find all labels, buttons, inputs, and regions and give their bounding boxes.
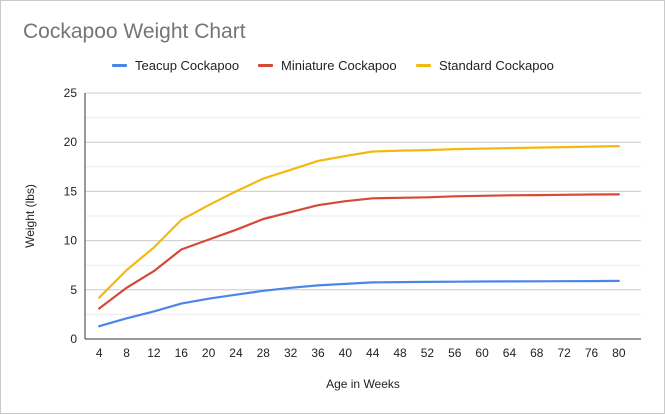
legend-label-standard: Standard Cockapoo	[439, 58, 554, 73]
legend-item-miniature[interactable]: Miniature Cockapoo	[258, 58, 397, 73]
legend-swatch-standard	[416, 64, 431, 67]
x-tick-label: 8	[123, 346, 130, 360]
x-tick-label: 76	[585, 346, 599, 360]
y-tick-label: 10	[64, 234, 78, 248]
gridlines	[85, 92, 641, 315]
chart-title: Cockapoo Weight Chart	[23, 20, 246, 43]
legend-item-standard[interactable]: Standard Cockapoo	[416, 58, 554, 73]
x-tick-label: 56	[448, 346, 462, 360]
x-tick-label: 36	[311, 346, 325, 360]
legend-label-teacup: Teacup Cockapoo	[135, 58, 240, 73]
x-tick-label: 48	[393, 346, 407, 360]
chart-legend: Teacup Cockapoo Miniature Cockapoo Stand…	[1, 58, 664, 78]
y-axis-ticks: 0 5 10 15 20 25	[64, 86, 78, 346]
x-tick-label: 64	[503, 346, 517, 360]
x-tick-label: 28	[257, 346, 271, 360]
series-lines	[98, 145, 620, 328]
y-axis-title: Weight (lbs)	[23, 184, 37, 248]
x-axis-title: Age in Weeks	[326, 377, 400, 391]
y-tick-label: 5	[70, 283, 77, 297]
y-tick-label: 0	[70, 332, 77, 346]
x-tick-label: 60	[475, 346, 489, 360]
series-line-teacup[interactable]	[98, 279, 620, 328]
x-tick-label: 80	[612, 346, 626, 360]
x-tick-label: 68	[530, 346, 544, 360]
x-tick-label: 4	[96, 346, 103, 360]
legend-swatch-teacup	[112, 64, 127, 67]
x-tick-label: 12	[147, 346, 161, 360]
y-tick-label: 20	[64, 135, 78, 149]
legend-swatch-miniature	[258, 64, 273, 67]
x-tick-label: 72	[557, 346, 571, 360]
x-tick-label: 32	[284, 346, 298, 360]
x-tick-label: 44	[366, 346, 380, 360]
x-tick-label: 40	[339, 346, 353, 360]
y-tick-label: 25	[64, 86, 78, 100]
legend-item-teacup[interactable]: Teacup Cockapoo	[112, 58, 239, 73]
series-line-miniature[interactable]	[98, 193, 620, 310]
x-tick-label: 20	[202, 346, 216, 360]
series-line-standard[interactable]	[98, 145, 620, 299]
y-tick-label: 15	[64, 184, 78, 198]
x-tick-label: 24	[229, 346, 243, 360]
legend-label-miniature: Miniature Cockapoo	[281, 58, 397, 73]
x-axis-ticks: 4 8 12 16 20 24 28 32 36 40 44 48 52 56 60 64 68 72 76 80	[96, 346, 626, 360]
x-tick-label: 16	[175, 346, 189, 360]
x-tick-label: 52	[421, 346, 435, 360]
axes	[84, 93, 641, 340]
